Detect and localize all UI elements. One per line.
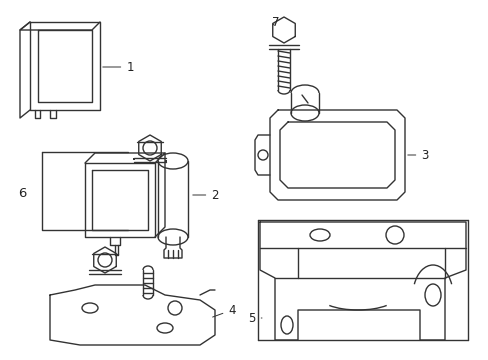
Text: 4: 4 [212,303,235,317]
Text: 7: 7 [272,15,279,28]
Text: 1: 1 [102,60,134,73]
Text: 6: 6 [18,186,26,199]
Text: 2: 2 [192,189,218,202]
Text: 5: 5 [248,311,262,324]
Text: 3: 3 [407,149,428,162]
